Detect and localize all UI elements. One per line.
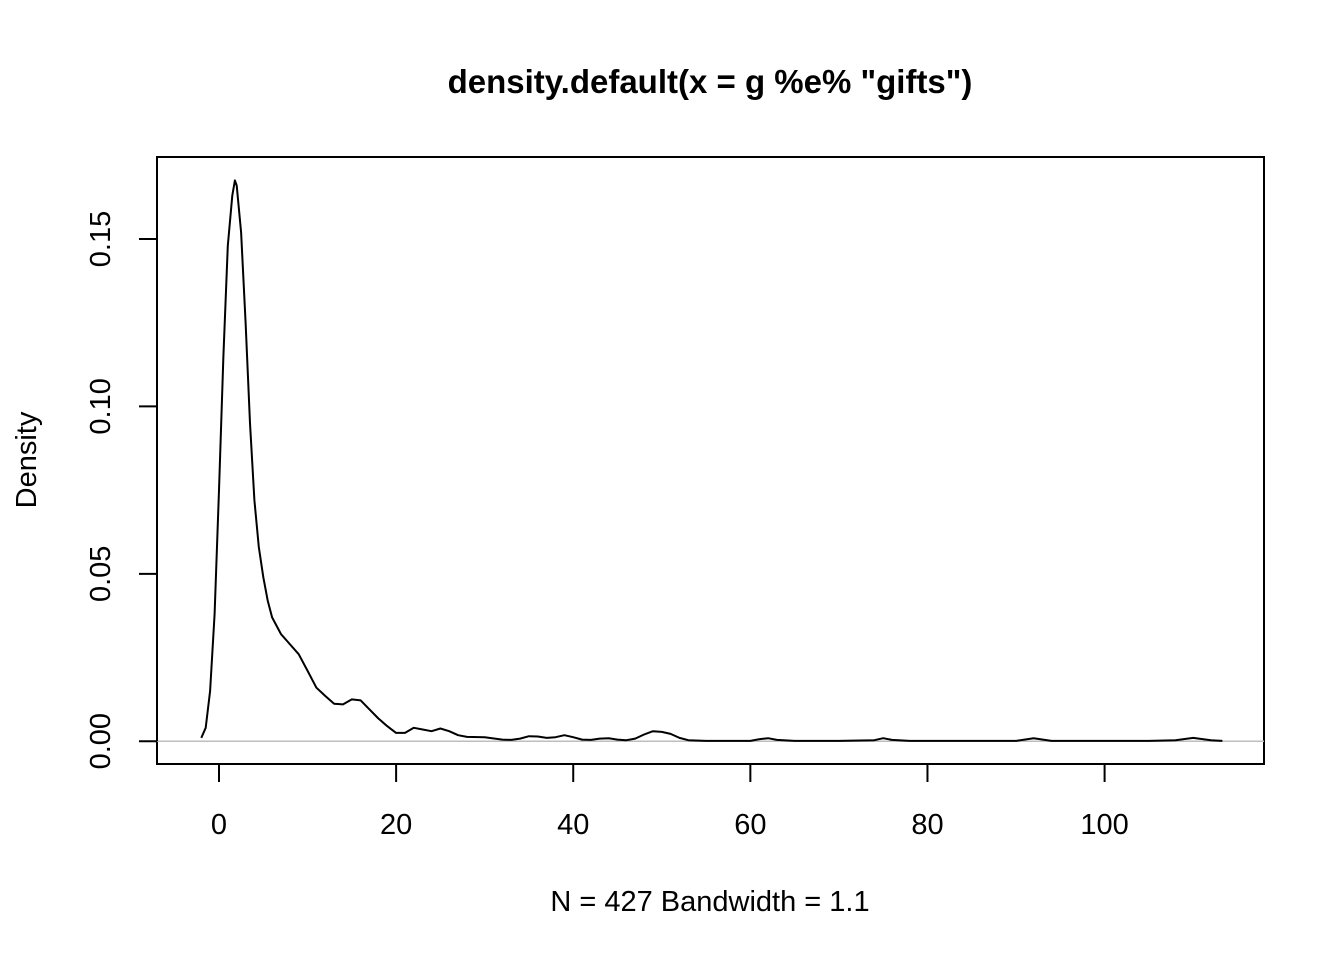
density-line-0	[200, 179, 1223, 742]
y-tick-label: 0.10	[85, 378, 117, 434]
chart-title: density.default(x = g %e% "gifts")	[448, 63, 973, 100]
x-tick-label: 0	[211, 809, 227, 841]
y-tick-label: 0.00	[85, 713, 117, 769]
density-line-layer	[200, 179, 1223, 742]
x-tick-label: 40	[557, 809, 589, 841]
x-axis-label: N = 427 Bandwidth = 1.1	[550, 886, 869, 918]
y-tick-label: 0.15	[85, 211, 117, 267]
y-axis: 0.00 0.05 0.10 0.15	[85, 211, 158, 769]
x-axis: 0 20 40 60 80 100	[211, 763, 1129, 841]
x-tick-label: 60	[734, 809, 766, 841]
x-tick-label: 100	[1080, 809, 1128, 841]
x-tick-label: 80	[911, 809, 943, 841]
y-tick-label: 0.05	[85, 546, 117, 602]
y-axis-label: Density	[11, 411, 43, 508]
x-tick-label: 20	[380, 809, 412, 841]
plot-frame	[156, 156, 1265, 765]
